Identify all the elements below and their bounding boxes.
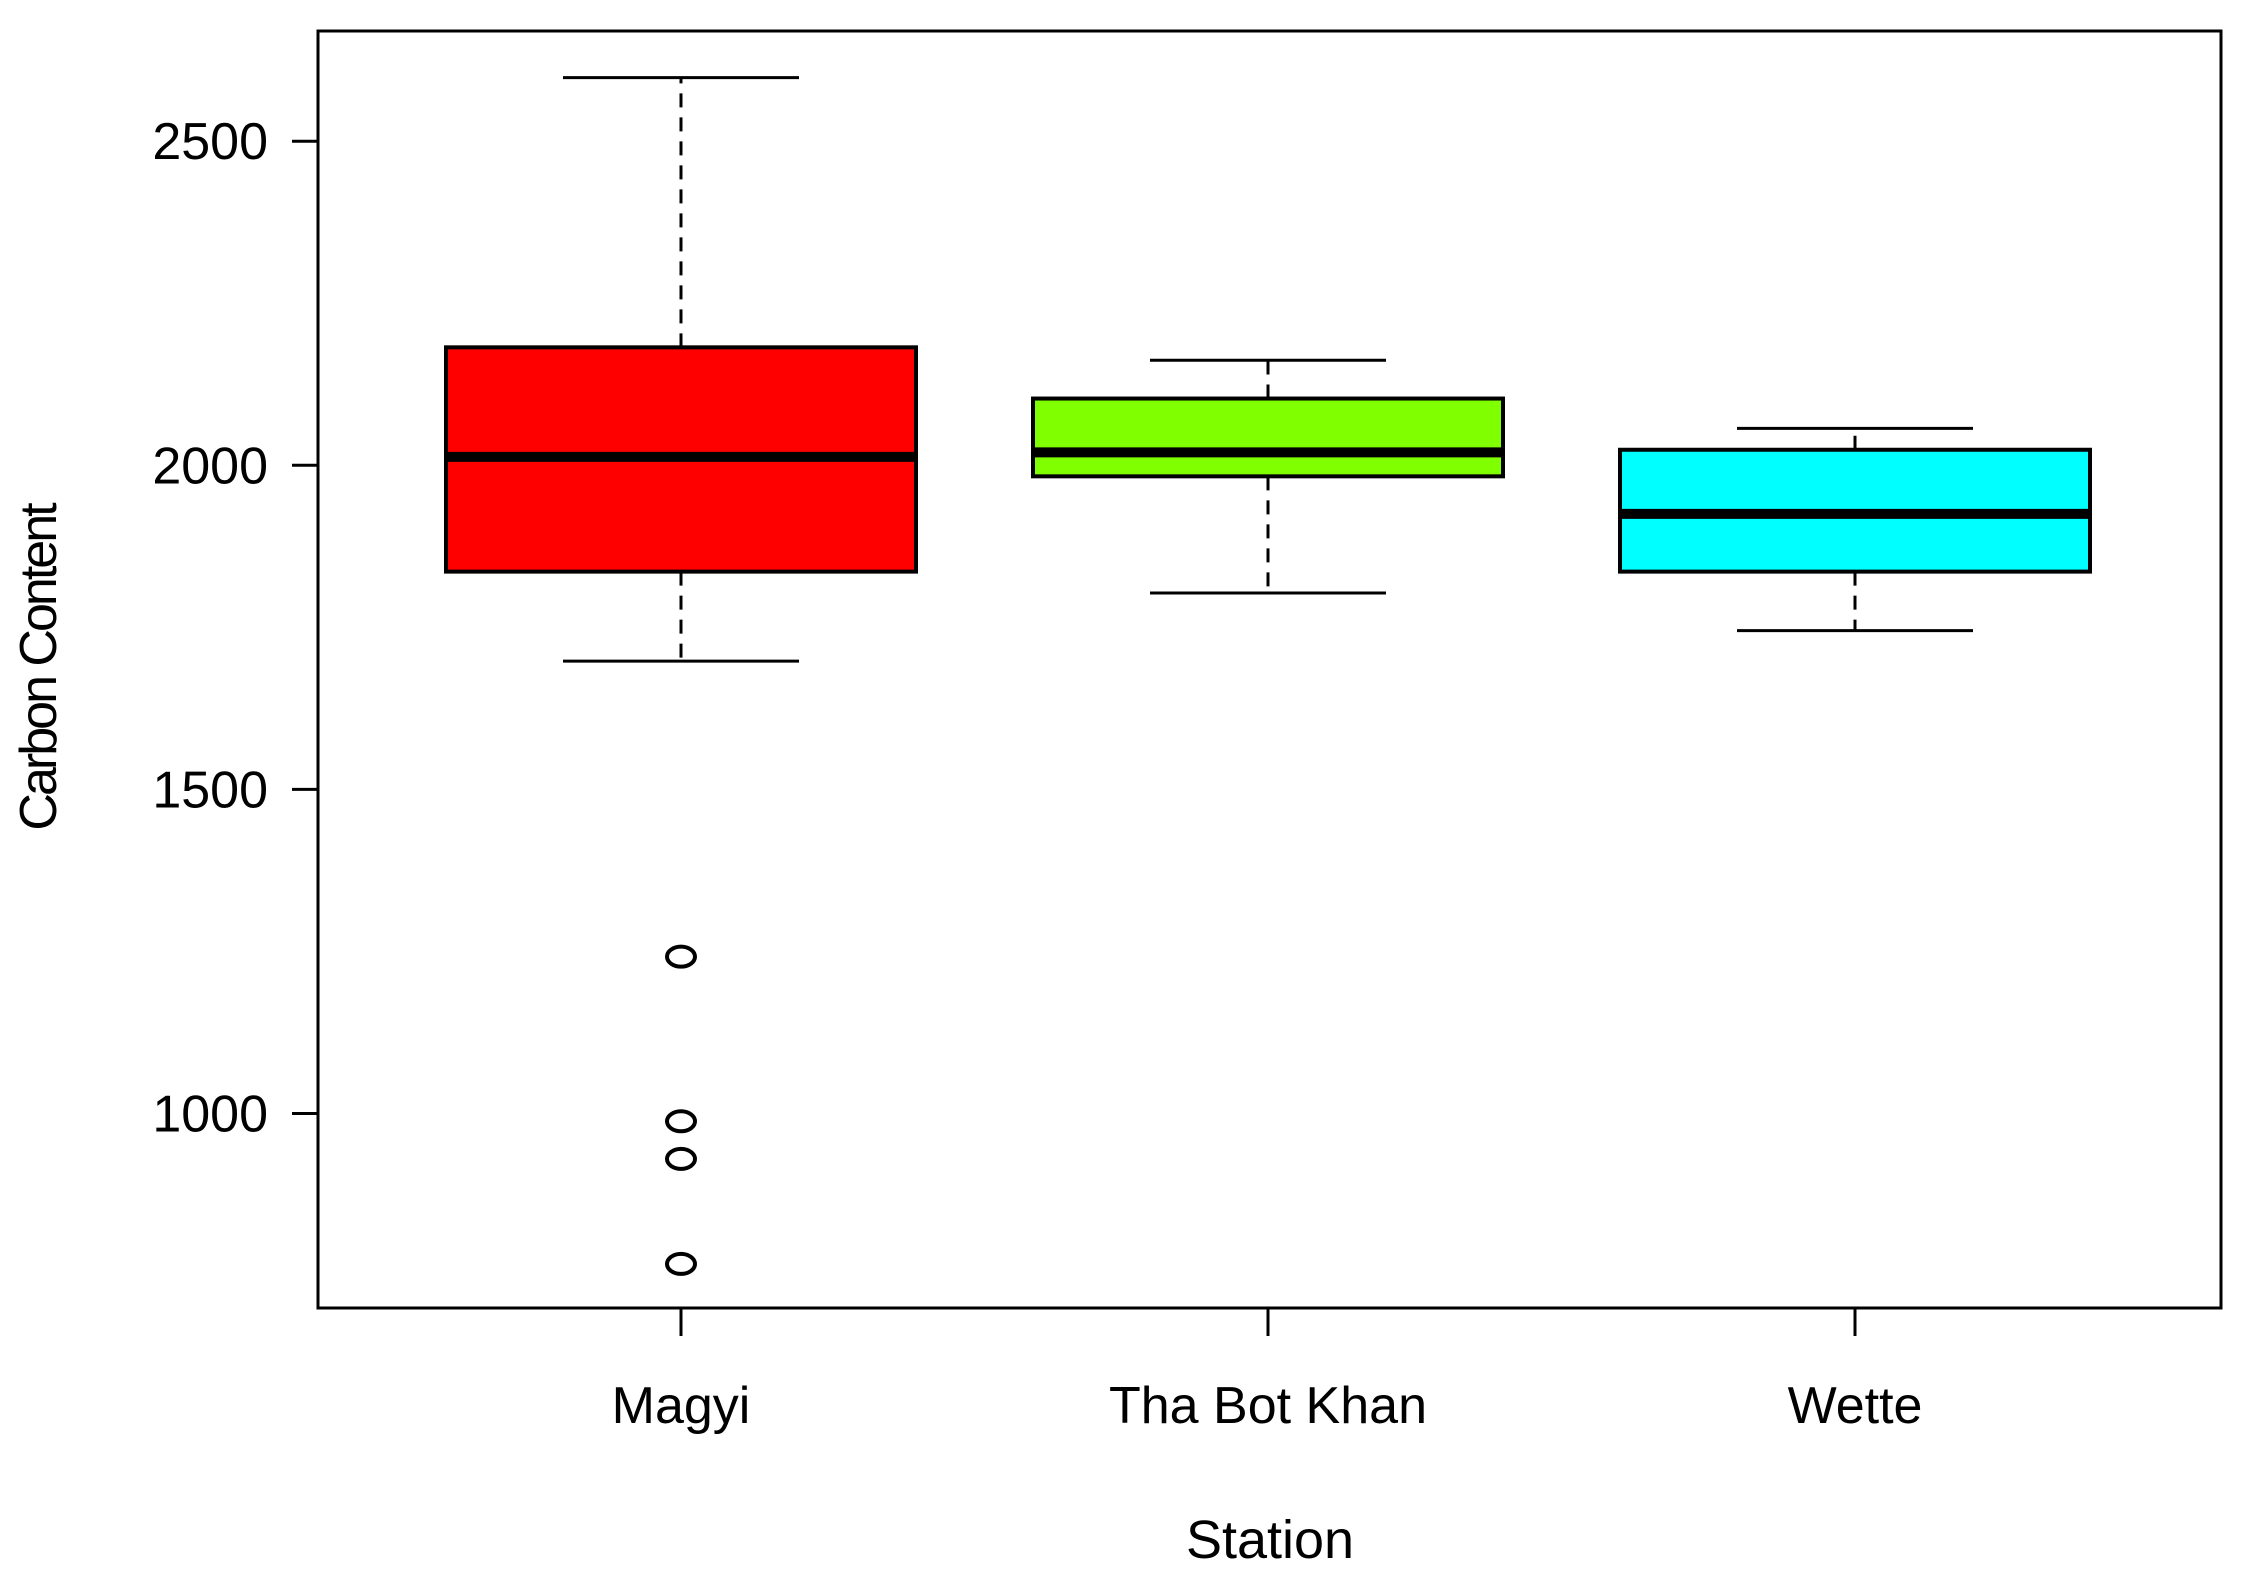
y-axis-title: Carbon Content xyxy=(10,502,68,831)
x-tick-label: Wette xyxy=(1788,1377,1923,1435)
box-tha-bot-khan xyxy=(1031,358,1505,595)
outlier-point xyxy=(665,1251,697,1276)
y-tick-label: 1000 xyxy=(152,1086,268,1144)
y-axis: 1000 1500 2000 2500 xyxy=(152,113,320,1144)
box-magyi xyxy=(444,76,918,1276)
y-tick-label: 1500 xyxy=(152,761,268,819)
outlier-point xyxy=(665,1109,697,1134)
boxes xyxy=(444,76,2092,1276)
y-tick-label: 2500 xyxy=(152,113,268,171)
x-tick-label: Tha Bot Khan xyxy=(1109,1377,1427,1435)
x-axis: Magyi Tha Bot Khan Wette xyxy=(612,1306,1923,1435)
iqr-box xyxy=(1031,396,1505,479)
y-tick-label: 2000 xyxy=(152,437,268,495)
box-wette xyxy=(1618,426,2092,633)
outlier-point xyxy=(665,944,697,969)
plot-frame xyxy=(316,29,2223,1310)
x-tick-label: Magyi xyxy=(612,1377,751,1435)
x-axis-title: Station xyxy=(1186,1510,1354,1570)
outlier-point xyxy=(665,1146,697,1171)
